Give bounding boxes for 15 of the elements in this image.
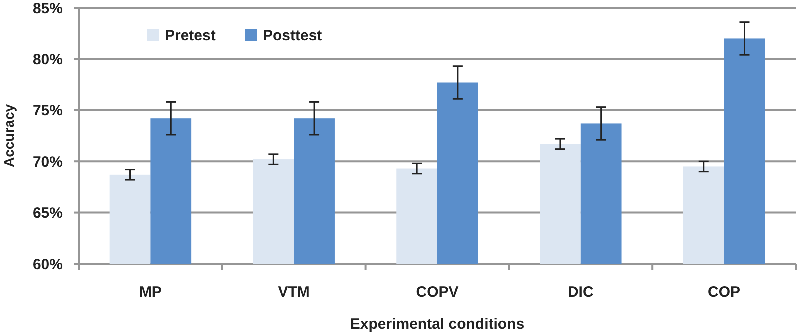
x-tick-label: DIC bbox=[568, 284, 594, 301]
y-tick-label: 70% bbox=[32, 154, 63, 171]
legend-label: Posttest bbox=[263, 27, 322, 44]
y-tick-label: 60% bbox=[32, 256, 63, 274]
legend-label: Pretest bbox=[165, 27, 216, 44]
x-tick-label: COPV bbox=[416, 284, 459, 301]
x-tick-label: MP bbox=[139, 284, 162, 301]
y-tick-label: 85% bbox=[32, 0, 63, 18]
y-axis-title: Accuracy bbox=[1, 104, 17, 168]
x-tick-label: COP bbox=[708, 284, 741, 301]
x-tick-label: VTM bbox=[278, 284, 310, 301]
y-tick-label: 80% bbox=[32, 51, 63, 68]
y-tick-label: 75% bbox=[32, 102, 63, 120]
x-axis-title: Experimental conditions bbox=[350, 316, 525, 333]
y-tick-label: 65% bbox=[32, 205, 63, 222]
